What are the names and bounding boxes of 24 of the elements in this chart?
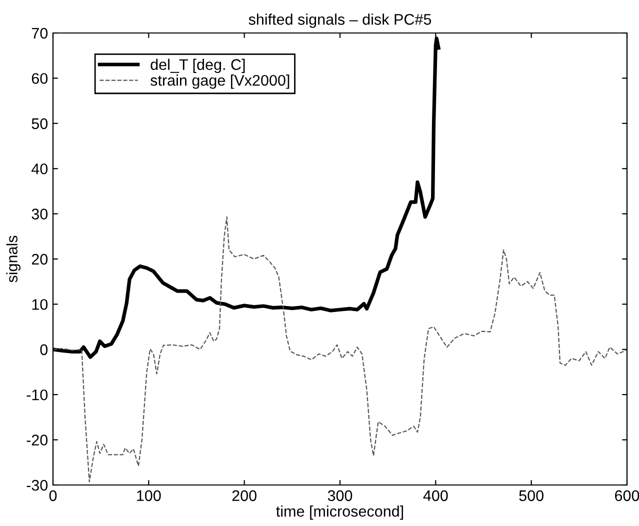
legend-label: strain gage [Vx2000] bbox=[150, 74, 290, 89]
line-series bbox=[53, 216, 627, 482]
y-tick-label: 70 bbox=[32, 28, 48, 39]
y-tick-label: 60 bbox=[32, 73, 48, 84]
x-tick-label: 500 bbox=[519, 490, 544, 502]
y-tick-label: 10 bbox=[32, 299, 48, 310]
x-axis-title: time [microsecond] bbox=[276, 505, 404, 520]
x-tick-label: 400 bbox=[423, 490, 448, 502]
y-axis-title: signals bbox=[6, 236, 21, 282]
y-tick-label: -10 bbox=[26, 389, 48, 400]
x-tick-label: 0 bbox=[49, 490, 57, 502]
y-tick-label: 0 bbox=[40, 344, 48, 356]
x-tick-label: 300 bbox=[328, 490, 352, 502]
chart-title: shifted signals – disk PC#5 bbox=[248, 14, 432, 28]
y-tick-label: 50 bbox=[32, 118, 48, 130]
y-tick-label: -20 bbox=[26, 434, 48, 446]
x-tick-label: 200 bbox=[232, 490, 256, 502]
y-tick-label: 40 bbox=[32, 163, 48, 174]
x-tick-label: 100 bbox=[137, 490, 161, 502]
legend-label: del_T [deg. C] bbox=[150, 58, 245, 74]
x-tick-label: 600 bbox=[615, 490, 639, 502]
y-tick-label: -30 bbox=[26, 480, 48, 491]
y-tick-label: 30 bbox=[32, 208, 48, 220]
y-tick-label: 20 bbox=[32, 254, 48, 265]
